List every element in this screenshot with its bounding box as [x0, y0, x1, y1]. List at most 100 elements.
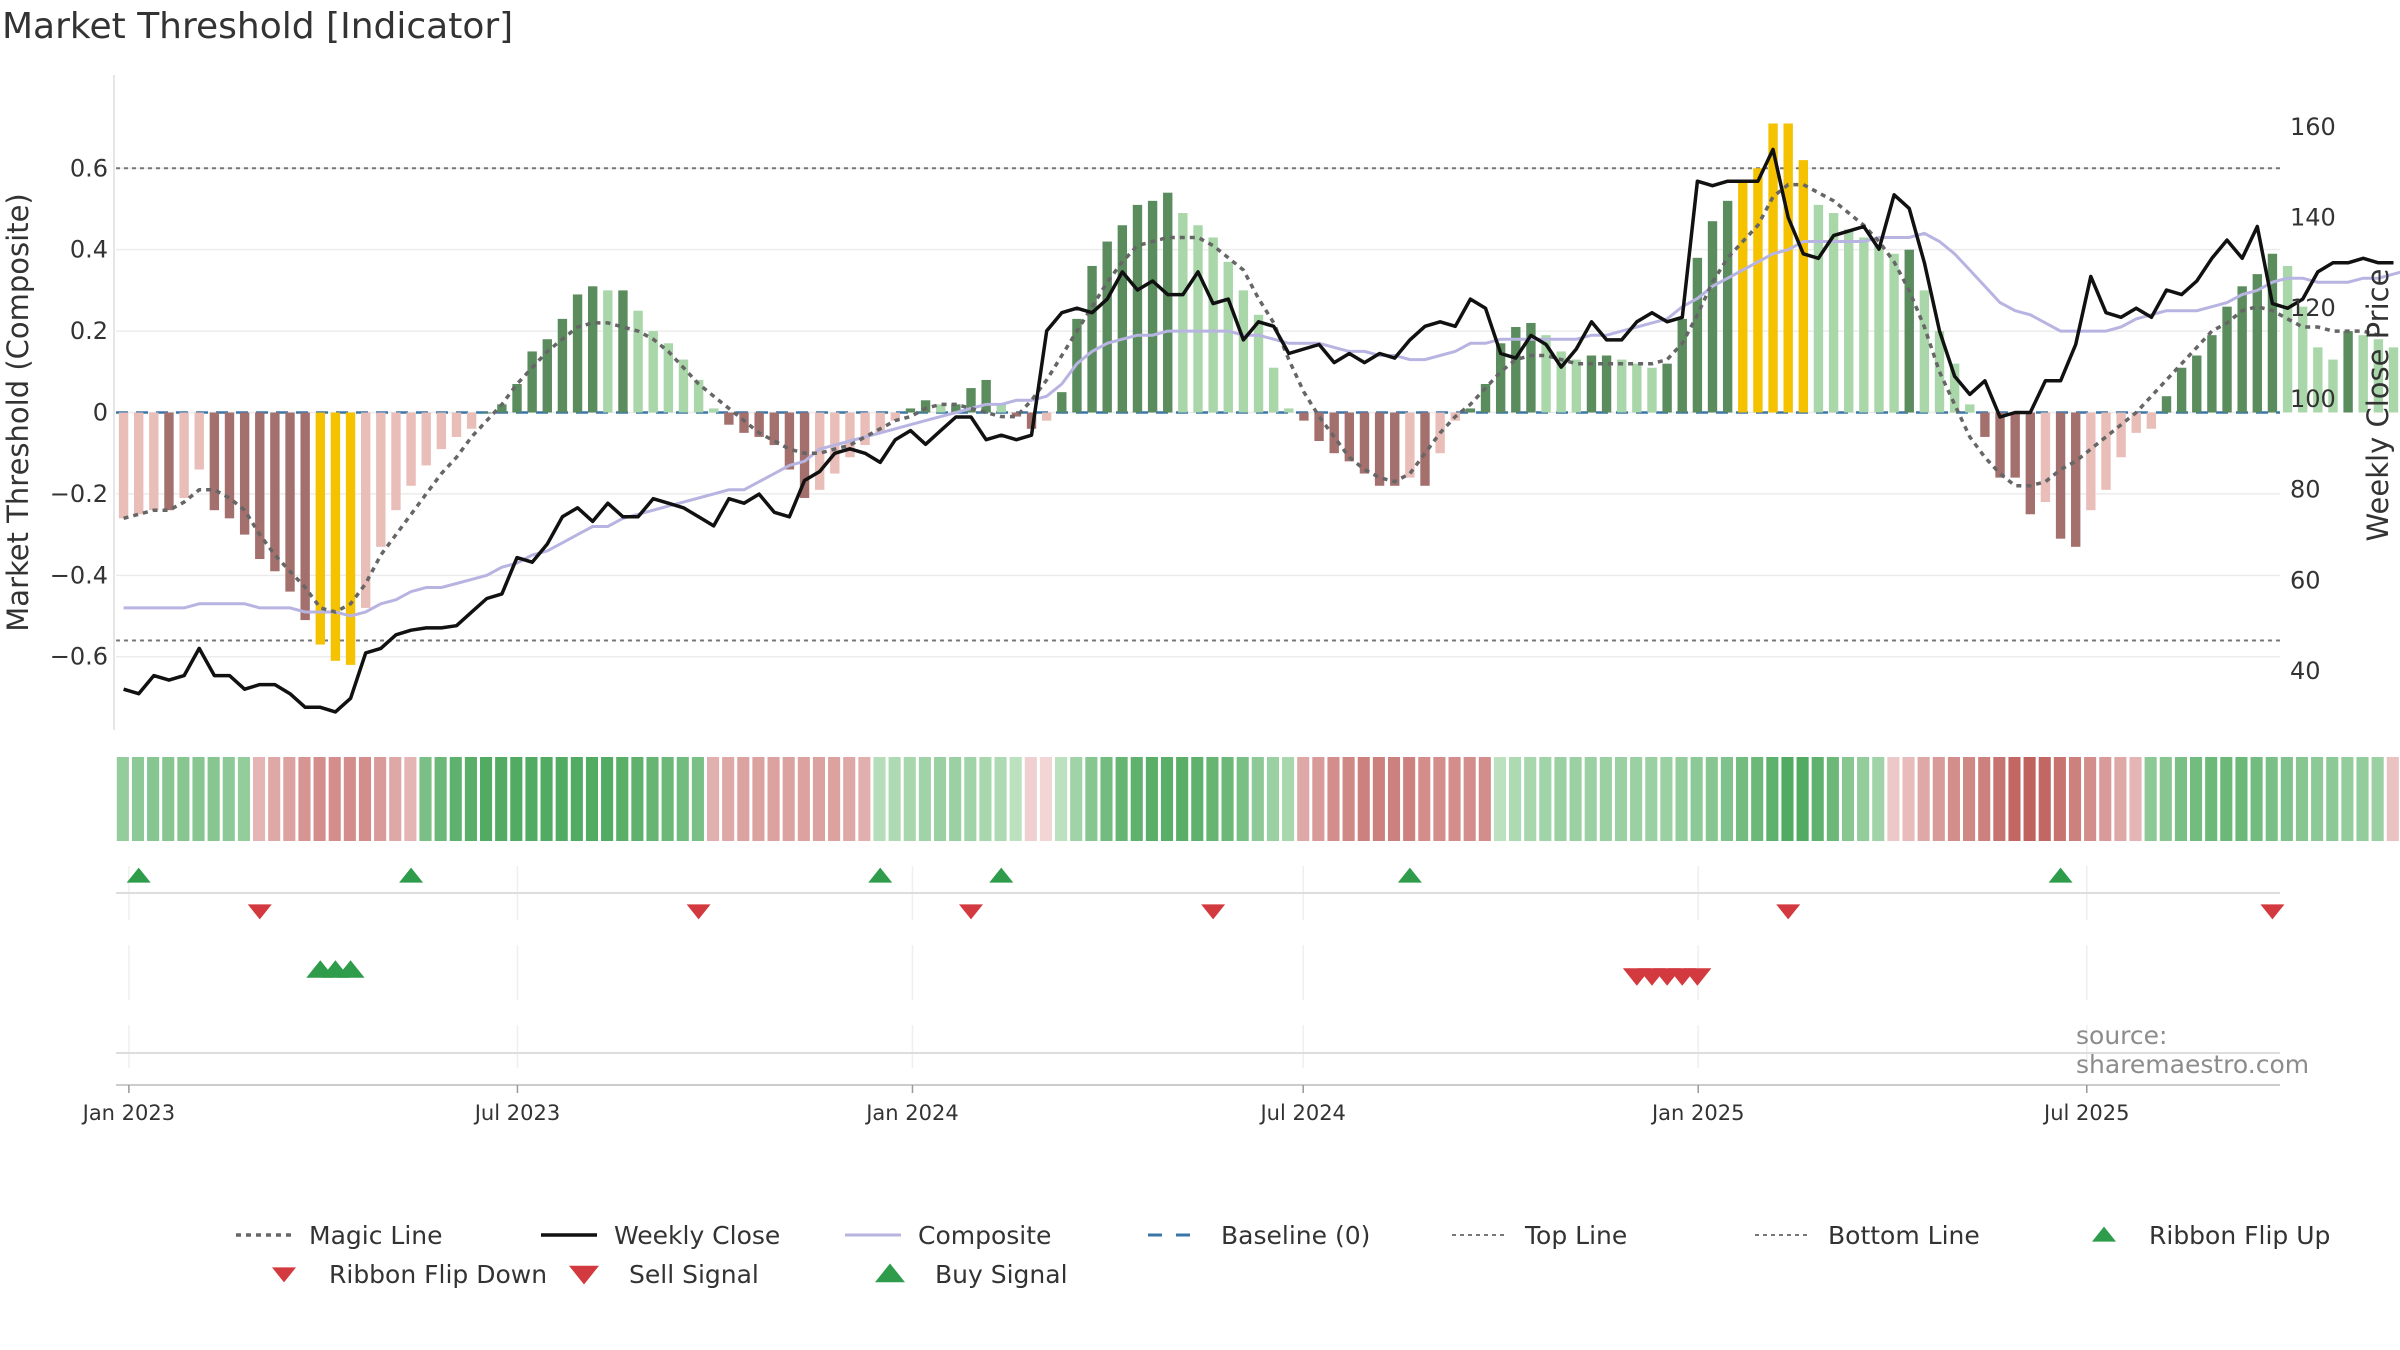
legend-label: Buy Signal — [935, 1260, 1068, 1289]
ribbon-cell — [1902, 757, 1915, 841]
composite-line — [123, 231, 2400, 618]
ribbon-cell — [1282, 757, 1295, 841]
ribbon-cell — [2280, 757, 2293, 841]
composite-bar — [1753, 168, 1763, 413]
source-label: source: sharemaestro.com — [2076, 1021, 2310, 1079]
ribbon-cell — [222, 757, 235, 841]
ribbon-cell — [116, 757, 129, 841]
composite-bar — [1359, 412, 1370, 474]
y2-tick-label: 80 — [2290, 476, 2321, 504]
ribbon-cell — [2265, 757, 2278, 841]
composite-bar — [527, 351, 537, 413]
ribbon-cell — [404, 757, 417, 841]
composite-bar — [905, 408, 916, 413]
composite-bar — [1859, 237, 1869, 413]
composite-bar — [890, 412, 901, 421]
ribbon-cell — [540, 757, 553, 841]
composite-bar — [1707, 221, 1718, 413]
ribbon-cell — [1478, 757, 1491, 841]
composite-bar — [814, 412, 825, 490]
composite-bar — [2116, 412, 2126, 458]
composite-bar — [2055, 412, 2066, 539]
ribbon-cell — [918, 757, 931, 841]
ribbon-cell — [1251, 757, 1264, 841]
composite-bar — [799, 412, 810, 498]
y2-tick-label: 140 — [2290, 203, 2336, 231]
ribbon-cell — [2250, 757, 2263, 841]
ribbon-cell — [858, 757, 871, 841]
composite-bar — [2222, 306, 2232, 413]
composite-bar — [936, 404, 946, 413]
composite-bar — [693, 379, 704, 413]
ribbon-cell — [873, 757, 886, 841]
ribbon-cell — [1387, 757, 1401, 841]
ribbon-cell — [1448, 757, 1461, 841]
ribbon-cell — [1947, 757, 1960, 841]
composite-bar — [1556, 351, 1566, 413]
composite-bar — [1768, 123, 1778, 413]
ribbon-cell — [2068, 757, 2082, 841]
ribbon-cell — [343, 757, 356, 841]
composite-bar — [2025, 412, 2035, 515]
magic-line — [123, 182, 2379, 614]
composite-bar — [285, 412, 295, 592]
ribbon-cell — [1433, 757, 1446, 841]
legend-item: Top Line — [1452, 1221, 1627, 1250]
composite-bar — [1995, 412, 2005, 478]
composite-bar — [391, 412, 401, 511]
composite-bar — [1571, 359, 1582, 413]
composite-bar — [830, 412, 840, 474]
ribbon-cell — [2190, 757, 2203, 841]
ribbon-cell — [661, 757, 674, 841]
ribbon-cell — [888, 757, 901, 841]
composite-bar — [1087, 265, 1097, 413]
chart-title: Market Threshold [Indicator] — [2, 6, 514, 47]
ribbon-cell — [328, 757, 341, 841]
composite-bar — [1405, 412, 1415, 478]
composite-bar — [648, 331, 658, 413]
composite-bar — [724, 412, 734, 425]
composite-bar — [1163, 192, 1173, 413]
ribbon-cell — [2174, 757, 2187, 841]
composite-bar — [1223, 261, 1233, 413]
composite-bar — [754, 412, 764, 437]
legend-item: Weekly Close — [541, 1221, 780, 1250]
ribbon-cell — [419, 757, 432, 841]
ribbon-cell — [1963, 757, 1976, 841]
legend-item: Ribbon Flip Down — [272, 1260, 547, 1289]
ribbon-cell — [2356, 757, 2369, 841]
composite-bar — [315, 412, 325, 645]
composite-bar — [1889, 253, 1899, 413]
ribbon-cell — [585, 757, 599, 841]
composite-bar — [118, 412, 129, 519]
ribbon-flip-up-marker — [1397, 867, 1422, 883]
ribbon-cell — [1221, 757, 1234, 841]
composite-bar — [1193, 225, 1203, 413]
composite-bar — [497, 404, 507, 413]
ribbon-flip-up-marker — [399, 867, 424, 883]
composite-bar — [164, 412, 174, 511]
ribbon-cell — [1569, 757, 1582, 841]
ribbon-cell — [1493, 757, 1506, 841]
buy-signal-marker — [336, 960, 365, 978]
composite-bar — [1495, 343, 1506, 413]
composite-bar — [406, 412, 416, 486]
x-tick-label: Jan 2023 — [81, 1101, 176, 1125]
composite-bar — [1904, 249, 1914, 413]
composite-bar — [1511, 327, 1521, 413]
ribbon-cell — [828, 757, 841, 841]
composite-bar — [512, 384, 522, 413]
ribbon-cell — [1357, 757, 1370, 841]
composite-bar — [2252, 274, 2262, 413]
ribbon-cell — [1206, 757, 1219, 841]
legend-item: Composite — [845, 1221, 1051, 1250]
composite-bar — [2161, 396, 2172, 413]
ribbon-cell — [510, 757, 523, 841]
ribbon-cell — [2235, 757, 2248, 841]
composite-bar — [2267, 253, 2278, 413]
ribbon-cell — [1826, 757, 1839, 841]
x-tick-label: Jul 2024 — [1258, 1101, 1345, 1125]
composite-bar — [633, 310, 643, 413]
signal-markers — [116, 866, 2285, 1068]
composite-bar — [1238, 290, 1249, 413]
